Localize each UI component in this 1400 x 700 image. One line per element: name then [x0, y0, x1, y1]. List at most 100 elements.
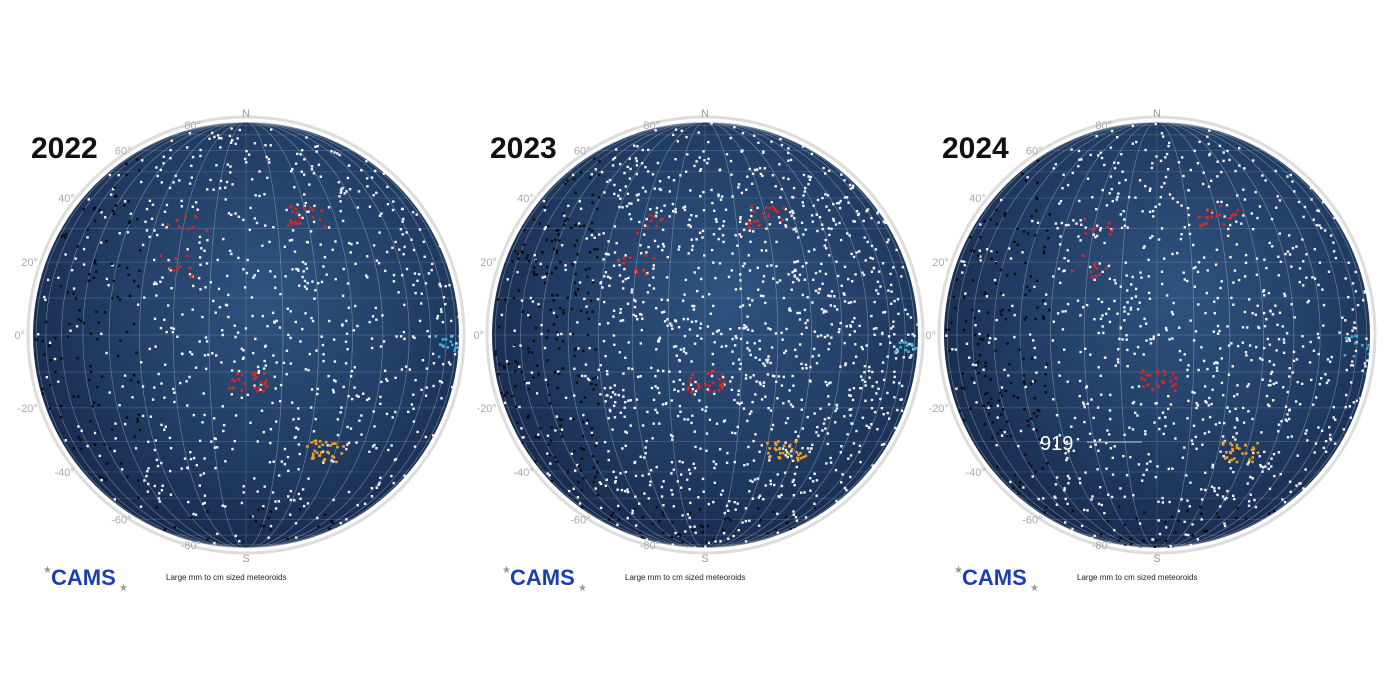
meteor-dot [301, 276, 303, 278]
meteor-dot [1310, 379, 1312, 381]
meteor-dot [358, 420, 360, 422]
meteor-dot [81, 430, 83, 432]
meteor-dot [440, 311, 442, 313]
meteor-dot [521, 250, 523, 252]
meteor-dot [1256, 274, 1258, 276]
meteor-dot [1184, 353, 1186, 355]
shower-dot [1257, 451, 1260, 454]
meteor-dot [306, 267, 308, 269]
meteor-dot [532, 376, 534, 378]
meteor-dot [290, 490, 292, 492]
meteor-dot [762, 150, 764, 152]
meteor-dot [581, 489, 583, 491]
meteor-dot [736, 245, 738, 247]
meteor-dot [199, 256, 201, 258]
meteor-dot [230, 253, 232, 255]
meteor-dot [310, 406, 312, 408]
meteor-dot [978, 310, 980, 312]
meteor-dot [262, 507, 264, 509]
meteor-dot [138, 270, 140, 272]
shower-dot [1251, 461, 1254, 464]
meteor-dot [1184, 521, 1186, 523]
meteor-dot [122, 385, 124, 387]
meteor-dot [951, 348, 953, 350]
meteor-dot [131, 396, 133, 398]
meteor-dot [597, 298, 599, 300]
meteor-dot [1028, 462, 1030, 464]
shower-dot [453, 349, 456, 352]
meteor-dot [1095, 208, 1097, 210]
meteor-dot [1280, 473, 1282, 475]
meteor-dot [656, 506, 658, 508]
meteor-dot [1273, 383, 1275, 385]
meteor-dot [119, 340, 121, 342]
meteor-dot [581, 458, 583, 460]
meteor-dot [231, 183, 233, 185]
meteor-dot [163, 429, 165, 431]
meteor-dot [1242, 214, 1244, 216]
meteor-dot [133, 280, 135, 282]
shower-dot [340, 452, 343, 455]
meteor-dot [526, 382, 528, 384]
meteor-dot [536, 392, 538, 394]
shower-dot [160, 254, 163, 257]
meteor-dot [762, 362, 764, 364]
meteor-dot [1035, 197, 1037, 199]
meteor-dot [975, 364, 977, 366]
meteor-dot [438, 283, 440, 285]
meteor-dot [400, 228, 402, 230]
meteor-dot [728, 500, 730, 502]
meteor-dot [1120, 285, 1122, 287]
meteor-dot [595, 348, 597, 350]
meteor-dot [805, 516, 807, 518]
meteor-dot [974, 317, 976, 319]
shower-dot [1164, 373, 1167, 376]
meteor-dot [334, 240, 336, 242]
meteor-dot [140, 181, 142, 183]
meteor-dot [238, 216, 240, 218]
meteor-dot [169, 149, 171, 151]
meteor-dot [1021, 251, 1023, 253]
meteor-dot [1353, 401, 1355, 403]
meteor-dot [1268, 462, 1270, 464]
meteor-dot [582, 421, 584, 423]
meteor-dot [107, 284, 109, 286]
meteor-dot [695, 320, 697, 322]
meteor-dot [807, 416, 809, 418]
meteor-dot [1090, 154, 1092, 156]
meteor-dot [871, 271, 873, 273]
meteor-dot [192, 285, 194, 287]
meteor-dot [646, 218, 648, 220]
meteor-dot [1218, 487, 1220, 489]
meteor-dot [570, 417, 572, 419]
meteor-dot [627, 277, 629, 279]
meteor-dot [403, 475, 405, 477]
meteor-dot [448, 284, 450, 286]
meteor-dot [1332, 241, 1334, 243]
meteor-dot [564, 183, 566, 185]
meteor-dot [1263, 451, 1265, 453]
meteor-dot [199, 484, 201, 486]
meteor-dot [546, 239, 548, 241]
meteor-dot [705, 450, 707, 452]
shower-dot [191, 274, 194, 277]
meteor-dot [192, 513, 194, 515]
meteor-dot [1036, 280, 1038, 282]
meteor-dot [73, 287, 75, 289]
meteor-dot [1006, 420, 1008, 422]
latitude-label: -60° [111, 514, 131, 526]
meteor-dot [672, 203, 674, 205]
meteor-dot [975, 401, 977, 403]
meteor-dot [757, 507, 759, 509]
meteor-dot [726, 153, 728, 155]
meteor-dot [1189, 505, 1191, 507]
meteor-dot [675, 345, 677, 347]
meteor-dot [212, 189, 214, 191]
meteor-dot [910, 316, 912, 318]
meteor-dot [1023, 230, 1025, 232]
meteor-dot [689, 328, 691, 330]
meteor-dot [1142, 540, 1144, 542]
shower-dot [312, 455, 315, 458]
meteor-dot [332, 499, 334, 501]
meteor-dot [199, 264, 201, 266]
